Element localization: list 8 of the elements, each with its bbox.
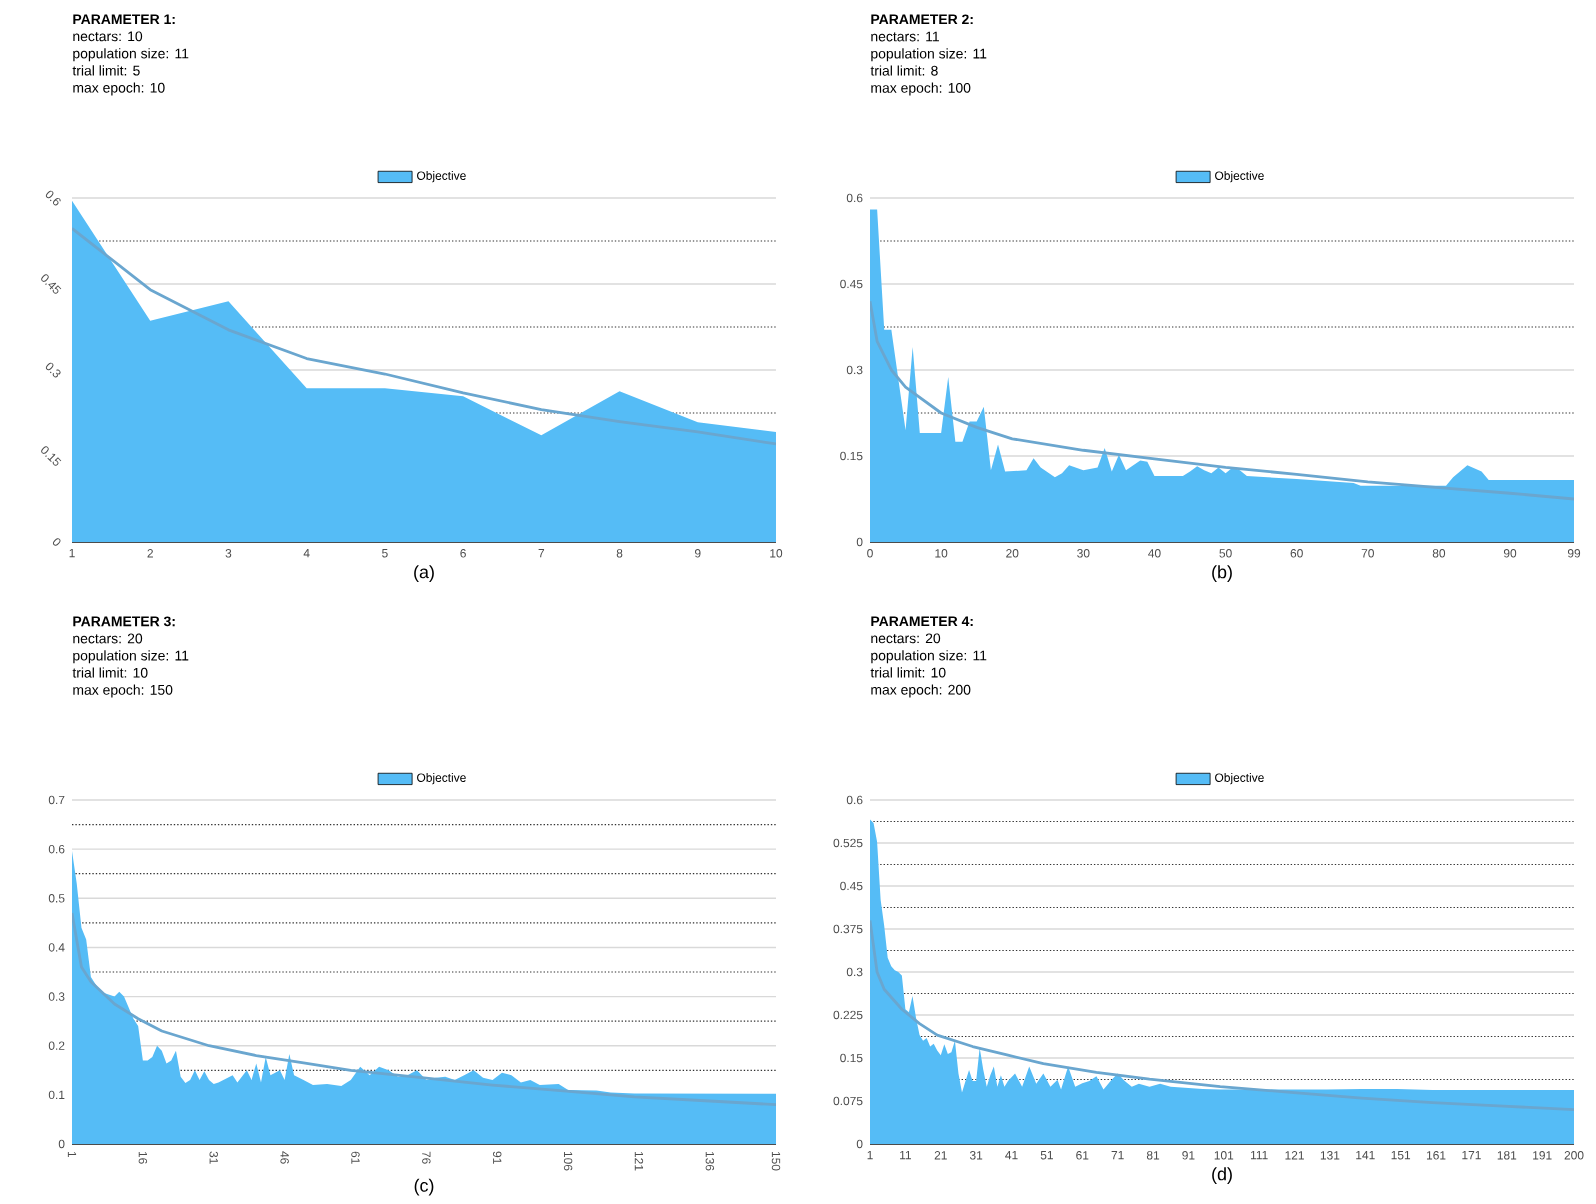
- x-axis-title: (a): [414, 565, 434, 582]
- line-series: [72, 911, 777, 1107]
- line-series: [870, 919, 1575, 1111]
- line-series: [72, 226, 776, 446]
- x-axis-title: (c): [414, 1178, 434, 1196]
- x-axis-title: (d): [1212, 1167, 1232, 1184]
- x-axis-title: (b): [1212, 565, 1232, 582]
- line-series: [870, 299, 1575, 501]
